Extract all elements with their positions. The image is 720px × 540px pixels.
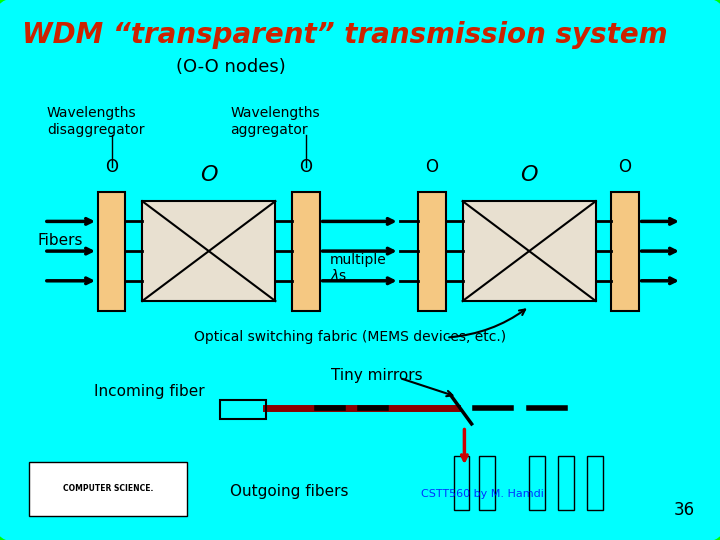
Bar [587, 456, 603, 510]
Text: O: O [105, 158, 118, 176]
Text: O: O [300, 158, 312, 176]
Bar [142, 201, 275, 301]
Text: Incoming fiber: Incoming fiber [94, 384, 204, 399]
Bar [98, 192, 125, 310]
Text: Tiny mirrors: Tiny mirrors [331, 368, 423, 383]
Text: WDM “transparent” transmission system: WDM “transparent” transmission system [22, 21, 667, 49]
Text: $\lambda$s: $\lambda$s [330, 268, 347, 283]
Text: O: O [618, 158, 631, 176]
Text: O: O [426, 158, 438, 176]
Bar [292, 192, 320, 310]
Text: O: O [521, 165, 538, 185]
Text: 36: 36 [674, 501, 695, 519]
Text: COMPUTER SCIENCE.: COMPUTER SCIENCE. [63, 484, 153, 493]
Bar [611, 192, 639, 310]
Bar [454, 456, 469, 510]
Bar [220, 400, 266, 419]
Text: (O-O nodes): (O-O nodes) [176, 58, 285, 77]
Text: Outgoing fibers: Outgoing fibers [230, 484, 349, 499]
Bar [462, 201, 596, 301]
Text: O: O [200, 165, 217, 185]
Bar [529, 456, 545, 510]
Text: CSTT560 by M. Hamdi: CSTT560 by M. Hamdi [421, 489, 544, 499]
Text: Fibers: Fibers [37, 233, 83, 248]
Bar [29, 462, 187, 516]
Text: Optical switching fabric (MEMS devices, etc.): Optical switching fabric (MEMS devices, … [194, 330, 507, 345]
Bar [558, 456, 574, 510]
Bar [479, 456, 495, 510]
Text: Wavelengths
aggregator: Wavelengths aggregator [230, 106, 320, 137]
Text: Wavelengths
disaggregator: Wavelengths disaggregator [47, 106, 144, 137]
Bar [418, 192, 446, 310]
Text: multiple: multiple [330, 253, 387, 267]
